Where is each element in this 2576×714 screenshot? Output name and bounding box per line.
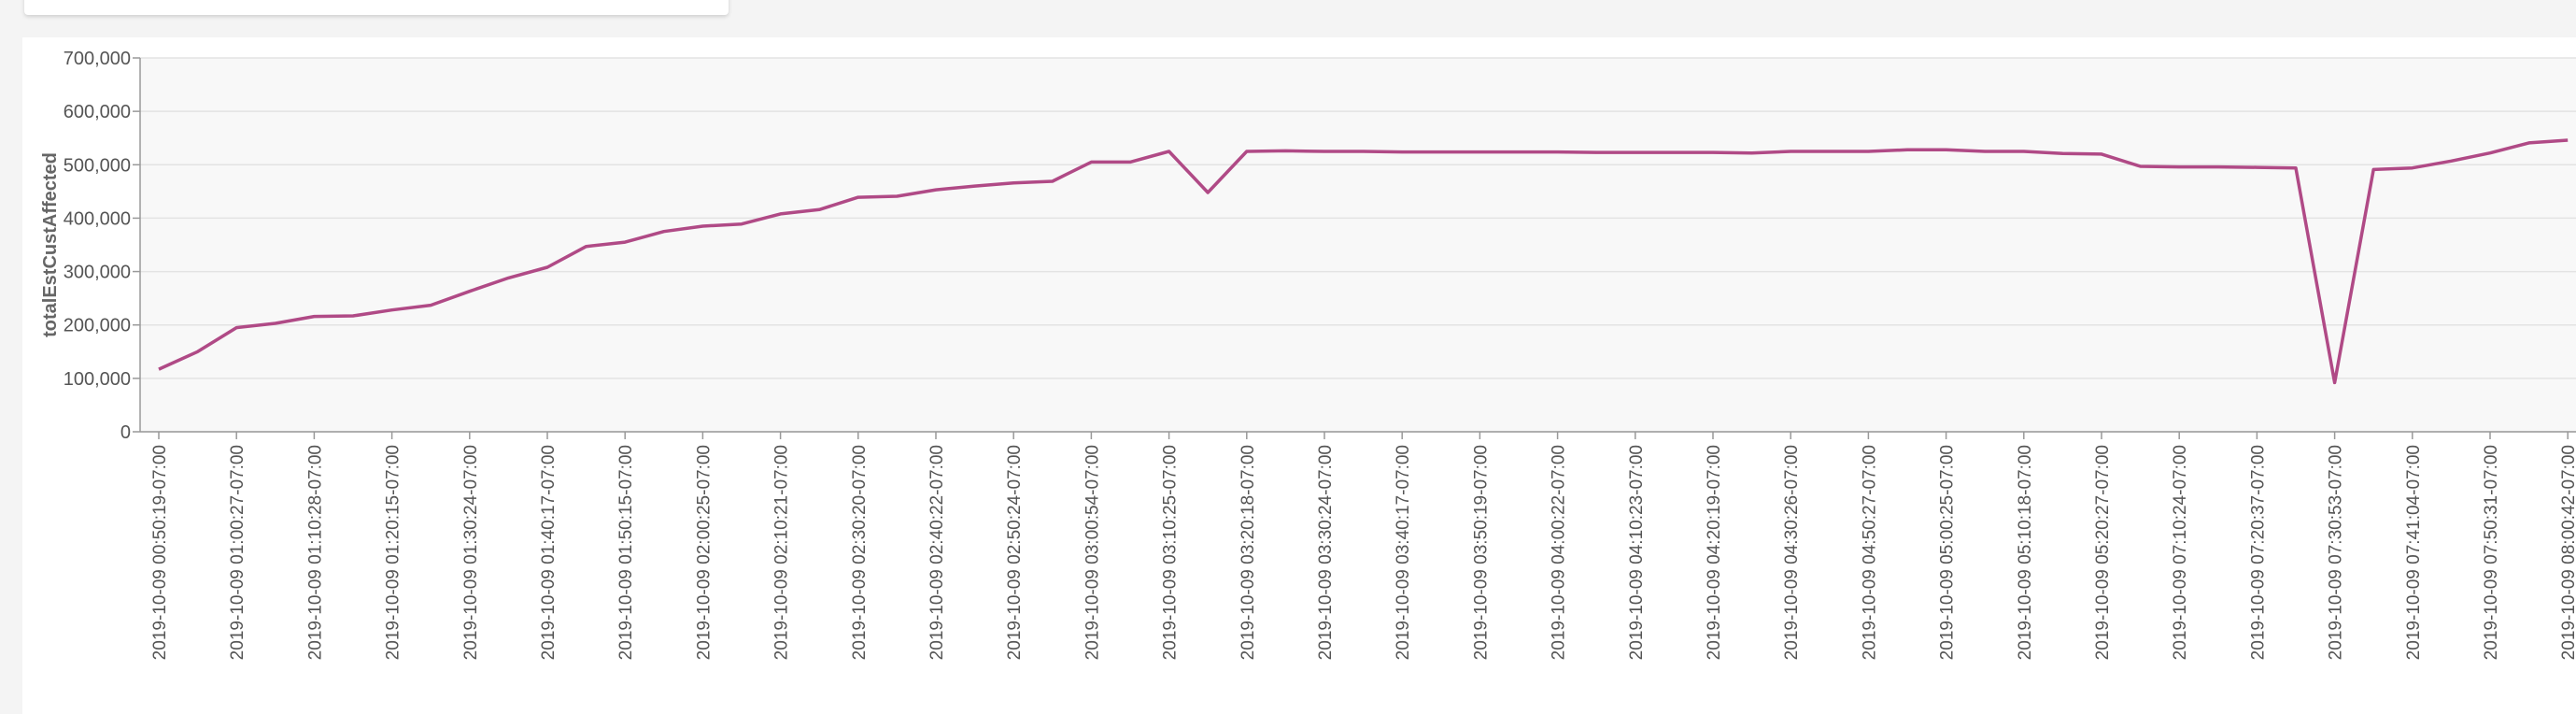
y-tick-label: 700,000 [64,49,131,69]
x-tick-label: 2019-10-09 03:30:24-07:00 [1316,445,1336,660]
x-tick-label: 2019-10-09 01:40:17-07:00 [539,445,559,660]
x-tick-label: 2019-10-09 03:10:25-07:00 [1161,445,1181,660]
x-tick-label: 2019-10-09 07:30:53-07:00 [2327,445,2346,660]
y-axis-ticks: 0 100,000 200,000 300,000 400,000 500,000 600,… [64,49,140,443]
x-tick-label: 2019-10-09 02:30:20-07:00 [850,445,870,660]
x-tick-label: 2019-10-09 04:20:19-07:00 [1705,445,1724,660]
x-tick-label: 2019-10-09 02:10:21-07:00 [772,445,792,660]
y-tick-label: 400,000 [64,208,131,229]
x-axis-ticks: 2019-10-09 00:50:19-07:00 2019-10-09 01:0… [150,432,2576,660]
x-tick-label: 2019-10-09 08:00:42-07:00 [2559,445,2576,660]
x-tick-label: 2019-10-09 03:40:17-07:00 [1394,445,1413,660]
x-tick-label: 2019-10-09 05:10:18-07:00 [2016,445,2035,660]
x-tick-label: 2019-10-09 05:00:25-07:00 [1938,445,1958,660]
x-tick-label: 2019-10-09 07:20:37-07:00 [2248,445,2268,660]
x-tick-label: 2019-10-09 03:00:54-07:00 [1083,445,1102,660]
series-line [158,138,2569,385]
x-tick-label: 2019-10-09 00:50:19-07:00 [150,445,170,660]
x-tick-label: 2019-10-09 02:40:22-07:00 [927,445,947,660]
y-tick-label: 0 [120,422,131,443]
x-tick-label: 2019-10-09 04:50:27-07:00 [1860,445,1879,660]
x-tick-label: 2019-10-09 07:50:31-07:00 [2482,445,2501,660]
x-tick-label: 2019-10-09 04:30:26-07:00 [1782,445,1802,660]
x-tick-label: 2019-10-09 04:00:22-07:00 [1550,445,1569,660]
x-tick-label: 2019-10-09 02:00:25-07:00 [694,445,714,660]
x-tick-label: 2019-10-09 05:20:27-07:00 [2093,445,2113,660]
y-tick-label: 500,000 [64,155,131,176]
x-tick-label: 2019-10-09 02:50:24-07:00 [1005,445,1025,660]
x-tick-label: 2019-10-09 07:41:04-07:00 [2404,445,2424,660]
x-tick-label: 2019-10-09 01:50:15-07:00 [616,445,636,660]
y-tick-label: 100,000 [64,369,131,390]
x-tick-label: 2019-10-09 03:20:18-07:00 [1238,445,1258,660]
x-tick-label: 2019-10-09 01:10:28-07:00 [305,445,325,660]
x-tick-label: 2019-10-09 07:10:24-07:00 [2171,445,2190,660]
x-tick-label: 2019-10-09 01:00:27-07:00 [228,445,248,660]
y-tick-label: 200,000 [64,316,131,336]
y-axis-label: totalEstCustAffected [40,152,61,337]
top-card [24,0,729,15]
x-tick-label: 2019-10-09 03:50:19-07:00 [1471,445,1491,660]
x-tick-label: 2019-10-09 01:20:15-07:00 [384,445,403,660]
y-tick-label: 300,000 [64,263,131,283]
plot-area [140,58,2576,432]
x-tick-label: 2019-10-09 01:30:24-07:00 [461,445,481,660]
y-tick-label: 600,000 [64,102,131,122]
x-tick-label: 2019-10-09 04:10:23-07:00 [1627,445,1647,660]
